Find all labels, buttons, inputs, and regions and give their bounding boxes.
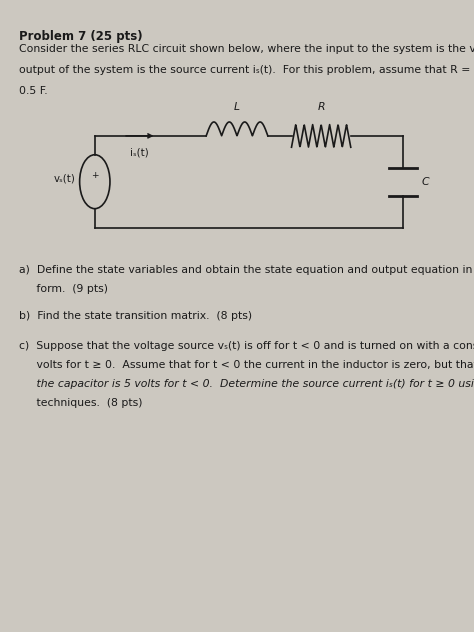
Text: volts for t ≥ 0.  Assume that for t < 0 the current in the inductor is zero, but: volts for t ≥ 0. Assume that for t < 0 t… xyxy=(19,360,474,370)
Text: Consider the series RLC circuit shown below, where the input to the system is th: Consider the series RLC circuit shown be… xyxy=(19,44,474,54)
Text: a)  Define the state variables and obtain the state equation and output equation: a) Define the state variables and obtain… xyxy=(19,265,474,276)
Text: Problem 7 (25 pts): Problem 7 (25 pts) xyxy=(19,30,143,44)
Text: 0.5 F.: 0.5 F. xyxy=(19,86,47,96)
Text: output of the system is the source current iₛ(t).  For this problem, assume that: output of the system is the source curre… xyxy=(19,65,474,75)
Text: R: R xyxy=(318,102,325,112)
Text: C: C xyxy=(422,177,429,186)
Text: vₛ(t): vₛ(t) xyxy=(54,174,76,183)
Text: +: + xyxy=(91,171,99,180)
Text: b)  Find the state transition matrix.  (8 pts): b) Find the state transition matrix. (8 … xyxy=(19,311,252,321)
Text: c)  Suppose that the voltage source vₛ(t) is off for t < 0 and is turned on with: c) Suppose that the voltage source vₛ(t)… xyxy=(19,341,474,351)
Text: iₛ(t): iₛ(t) xyxy=(130,147,149,157)
Text: L: L xyxy=(234,102,240,112)
Text: form.  (9 pts): form. (9 pts) xyxy=(19,284,108,295)
Text: the capacitor is 5 volts for t < 0.  Determine the source current iₛ(t) for t ≥ : the capacitor is 5 volts for t < 0. Dete… xyxy=(19,379,474,389)
Text: techniques.  (8 pts): techniques. (8 pts) xyxy=(19,398,143,408)
